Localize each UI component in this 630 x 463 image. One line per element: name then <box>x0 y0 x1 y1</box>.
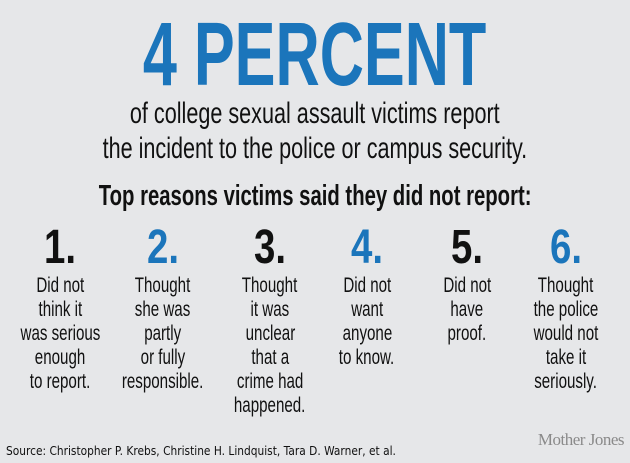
reason-text: partly <box>144 322 182 345</box>
reason-number: 2. <box>103 222 223 274</box>
reason-text-line: crime had <box>210 370 330 394</box>
reason-text-line: partly <box>103 322 223 346</box>
reason-text: anyone <box>342 322 392 345</box>
reason-text-line: Thought <box>506 274 626 298</box>
reason-text: Thought <box>135 274 191 297</box>
subtitle-text: the incident to the police or campus sec… <box>102 132 528 165</box>
reason-text-line: happened. <box>210 394 330 418</box>
reason-number-text: 1. <box>43 221 77 274</box>
reason-text: Thought <box>538 274 594 297</box>
reason-text-line: unclear <box>210 322 330 346</box>
reason-item: 2. Thought she was partly or fully responsibl… <box>103 222 223 394</box>
reason-text: or fully <box>140 346 186 369</box>
reason-number-text: 5. <box>450 221 484 274</box>
reason-item: 3. Thought it was unclear that a crime had hap… <box>210 222 330 418</box>
reason-text-line: Did not <box>407 274 527 298</box>
headline-text: 4 PERCENT <box>143 5 487 105</box>
reason-text: Did not <box>443 274 491 297</box>
reason-text: want <box>351 298 383 321</box>
reason-text: was serious <box>20 322 100 345</box>
reason-text-line: seriously. <box>506 370 626 394</box>
reason-text: would not <box>533 322 599 345</box>
reason-item: 6. Thought the police would not take it serio… <box>506 222 626 394</box>
reason-number-text: 2. <box>146 221 180 274</box>
reason-text-line: to know. <box>307 346 427 370</box>
reason-text: have <box>450 298 484 321</box>
reason-text: to report. <box>29 370 91 393</box>
reason-text-line: take it <box>506 346 626 370</box>
reason-number: 3. <box>210 222 330 274</box>
reason-number: 5. <box>407 222 527 274</box>
subtitle-text: of college sexual assault victims report <box>130 97 500 130</box>
reason-text-line: want <box>307 298 427 322</box>
reason-number-text: 6. <box>549 221 583 274</box>
reason-number: 4. <box>307 222 427 274</box>
reason-text: Did not <box>36 274 84 297</box>
reason-text: take it <box>545 346 587 369</box>
reason-text-line: Did not <box>307 274 427 298</box>
reason-text-line: would not <box>506 322 626 346</box>
subtitle-line-2: the incident to the police or campus sec… <box>0 131 630 167</box>
reason-item: 1. Did not think it was serious enough to rep… <box>0 222 120 394</box>
reason-text: unclear <box>245 322 295 345</box>
reason-text-line: was serious <box>0 322 120 346</box>
reason-text: seriously. <box>534 370 598 393</box>
reason-text: think it <box>38 298 82 321</box>
reasons-title-text: Top reasons victims said they did not re… <box>98 180 532 212</box>
reason-text-line: Did not <box>0 274 120 298</box>
reason-text-line: enough <box>0 346 120 370</box>
reason-number-text: 4. <box>350 221 384 274</box>
reason-text: the police <box>533 298 599 321</box>
reason-text: it was <box>250 298 290 321</box>
reason-text-line: to report. <box>0 370 120 394</box>
reason-text-line: that a <box>210 346 330 370</box>
reason-text-line: Thought <box>103 274 223 298</box>
reason-text-line: or fully <box>103 346 223 370</box>
reason-text-line: Thought <box>210 274 330 298</box>
reason-text-line: have <box>407 298 527 322</box>
reason-text: that a <box>251 346 289 369</box>
reason-text-line: proof. <box>407 322 527 346</box>
reason-text: enough <box>34 346 86 369</box>
subtitle-line-1: of college sexual assault victims report <box>0 96 630 132</box>
reason-text: responsible. <box>122 370 204 393</box>
reason-text: happened. <box>234 394 306 417</box>
reason-item: 5. Did not have proof. <box>407 222 527 346</box>
headline: 4 PERCENT <box>0 8 630 103</box>
reason-item: 4. Did not want anyone to know. <box>307 222 427 370</box>
reason-text: crime had <box>236 370 304 393</box>
reason-number-text: 3. <box>253 221 287 274</box>
reasons-title: Top reasons victims said they did not re… <box>0 179 630 213</box>
source-text: Source: Christopher P. Krebs, Christine … <box>6 443 396 458</box>
reason-text: proof. <box>447 322 487 345</box>
source-credit: Source: Christopher P. Krebs, Christine … <box>6 443 465 458</box>
reason-text-line: anyone <box>307 322 427 346</box>
reason-text-line: responsible. <box>103 370 223 394</box>
reason-text: to know. <box>339 346 395 369</box>
reason-text-line: think it <box>0 298 120 322</box>
reason-text-line: she was <box>103 298 223 322</box>
reason-number: 6. <box>506 222 626 274</box>
reason-text: she was <box>135 298 191 321</box>
reason-text-line: it was <box>210 298 330 322</box>
reason-text-line: the police <box>506 298 626 322</box>
reason-text: Thought <box>242 274 298 297</box>
mother-jones-logo: Mother Jones <box>537 430 625 449</box>
reason-number: 1. <box>0 222 120 274</box>
reason-text: Did not <box>343 274 391 297</box>
